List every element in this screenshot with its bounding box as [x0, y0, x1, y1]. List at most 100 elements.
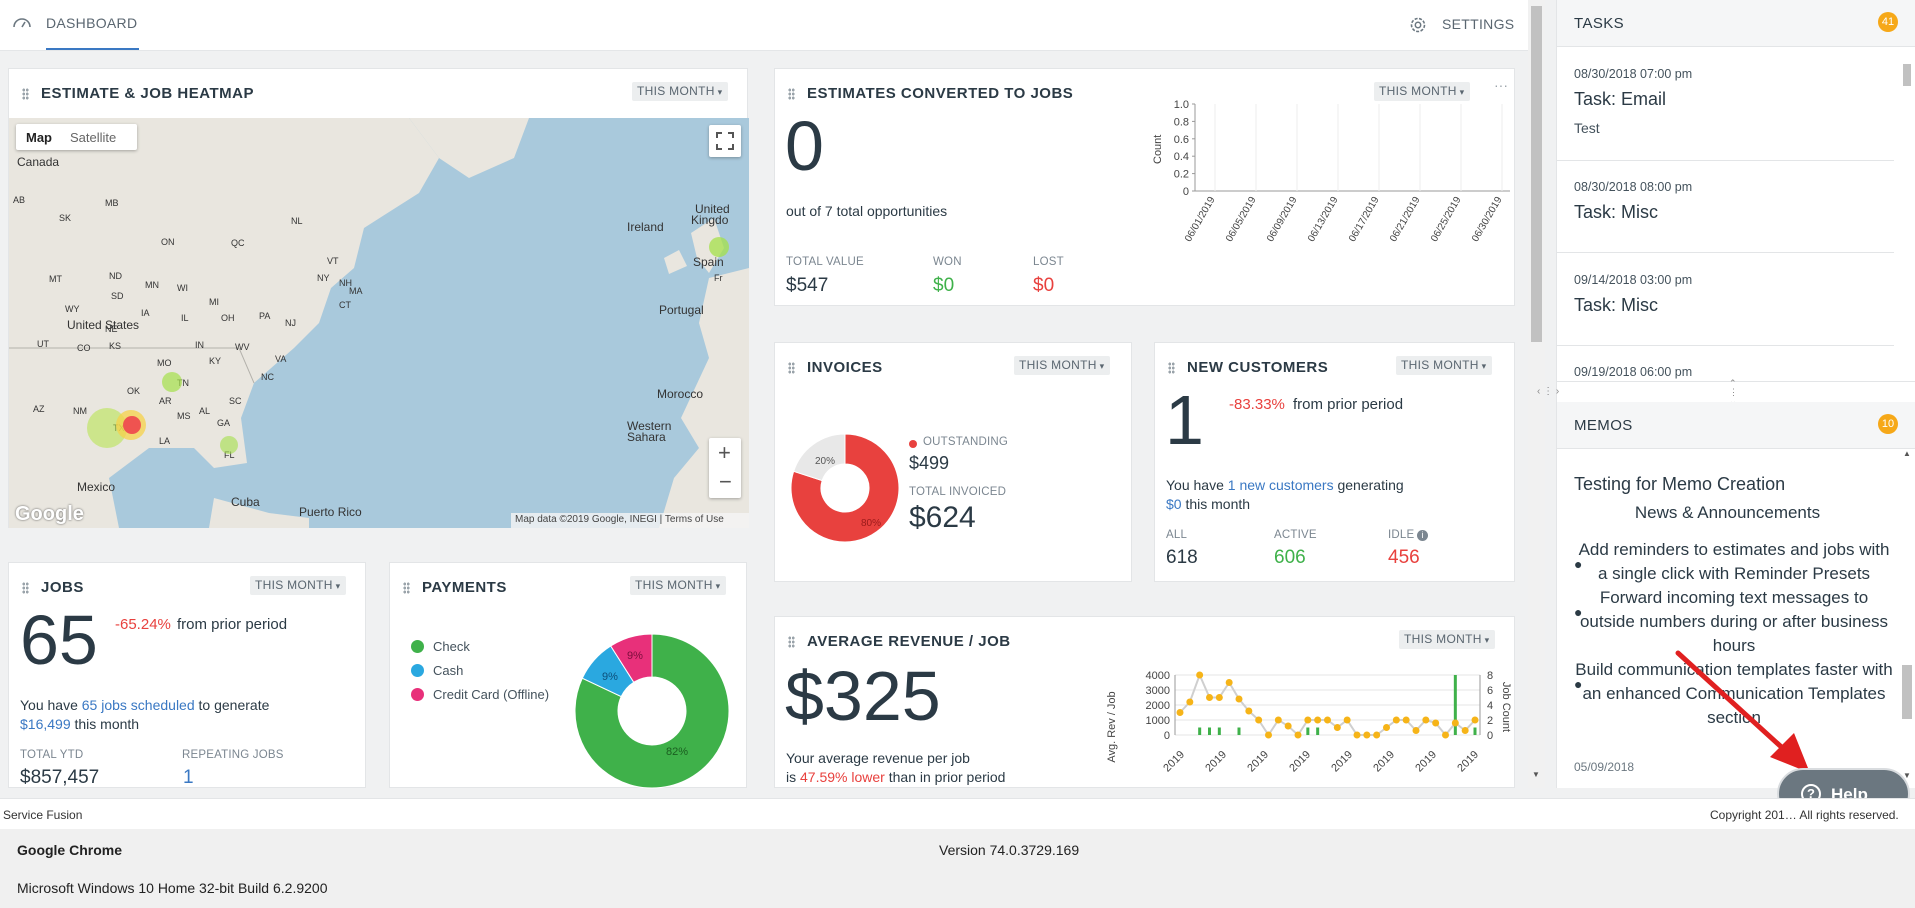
x-tick-label: 2019: [1287, 749, 1313, 775]
y-tick-label: 0.6: [1174, 134, 1189, 146]
revenue-point: [1333, 724, 1341, 731]
browser-version: Version 74.0.3729.169: [939, 842, 1080, 858]
settings-link[interactable]: SETTINGS: [1442, 16, 1515, 32]
new-customers-link[interactable]: 1 new customers: [1227, 477, 1334, 493]
period-dropdown[interactable]: THIS MONTH ▾: [1374, 82, 1470, 101]
zoom-out-icon[interactable]: −: [719, 469, 732, 494]
chevron-down-icon: ▾: [335, 581, 341, 591]
y2-tick-label: 0: [1487, 730, 1493, 742]
satellite-button[interactable]: Satellite: [70, 130, 117, 145]
settings-icon[interactable]: [1408, 15, 1428, 35]
total-value: $547: [786, 275, 829, 296]
period-dropdown[interactable]: THIS MONTH ▾: [250, 576, 346, 595]
revenue-point: [1274, 716, 1282, 724]
y-tick-label: 0.8: [1174, 116, 1189, 128]
revenue-point: [1461, 727, 1469, 734]
memo-bullets: ● Add reminders to estimates and jobs wit…: [1574, 538, 1894, 730]
map-label: NJ: [285, 318, 296, 328]
count-bar: [1217, 727, 1221, 735]
y-tick-label: 1000: [1146, 715, 1170, 727]
tasks-scrollbar[interactable]: [1898, 47, 1915, 381]
task-item[interactable]: 08/30/2018 07:00 pm Task: Email Test: [1557, 47, 1894, 161]
scrollbar-thumb[interactable]: [1902, 665, 1912, 719]
os-version: Microsoft Windows 10 Home 32-bit Build 6…: [17, 880, 328, 896]
drag-handle-icon[interactable]: [788, 636, 795, 648]
map-label: WV: [235, 342, 250, 352]
task-item[interactable]: 08/30/2018 08:00 pm Task: Misc: [1557, 161, 1894, 253]
panel-splitter[interactable]: ⌃ ⋮ ⌄: [1557, 379, 1915, 406]
map-button[interactable]: Map: [26, 130, 52, 145]
y-axis-label: Avg. Rev / Job: [1106, 691, 1118, 762]
map-label: WY: [65, 304, 80, 314]
task-item[interactable]: 09/19/2018 06:00 pm: [1574, 365, 1693, 379]
drag-handle-icon[interactable]: [403, 582, 410, 594]
scroll-up-icon[interactable]: ▲: [1903, 449, 1911, 458]
revenue-point: [1432, 719, 1440, 727]
task-item[interactable]: 09/14/2018 03:00 pm Task: Misc: [1557, 253, 1894, 346]
opportunities-text: out of 7 total opportunities: [786, 203, 948, 219]
footer-brand: Service Fusion: [3, 808, 83, 822]
map-label: MI: [209, 297, 219, 307]
map-label: PA: [259, 311, 270, 321]
y-tick-label: 1.0: [1174, 99, 1189, 111]
card-title: PAYMENTS: [422, 579, 507, 596]
chevron-down-icon: ▾: [717, 87, 723, 97]
y-tick-label: 4000: [1146, 670, 1170, 682]
scroll-down-icon[interactable]: ▼: [1532, 770, 1540, 779]
panel-collapse-icon[interactable]: ‹ ⋮ ›: [1537, 386, 1560, 397]
scroll-down-icon[interactable]: ▼: [1903, 771, 1911, 780]
map-label: KS: [109, 341, 121, 351]
chevron-down-icon: ▾: [1481, 361, 1487, 371]
x-tick-label: 06/25/2019: [1429, 195, 1464, 244]
browser-name: Google Chrome: [17, 842, 123, 858]
map-type-toggle: Map Satellite: [16, 124, 137, 150]
map-label: OK: [127, 386, 140, 396]
revenue-point: [1353, 731, 1361, 739]
jobs-summary: You have 65 jobs scheduled to generate $…: [20, 697, 270, 732]
tasks-title: TASKS: [1574, 15, 1625, 32]
outstanding-label: OUTSTANDING: [923, 436, 1009, 448]
period-dropdown[interactable]: THIS MONTH ▾: [1396, 356, 1492, 375]
fullscreen-icon[interactable]: [709, 125, 741, 157]
converted-count: 0: [785, 107, 824, 185]
main-scrollbar[interactable]: ▼: [1528, 0, 1545, 788]
revenue-point: [1215, 694, 1223, 701]
map-label: LA: [159, 436, 170, 446]
splitter-handle-icon[interactable]: ⌃ ⋮ ⌄: [1729, 378, 1738, 406]
drag-handle-icon[interactable]: [788, 362, 795, 374]
drag-handle-icon[interactable]: [22, 88, 29, 100]
pct-cash-label: 9%: [602, 671, 618, 683]
repeating-value[interactable]: 1: [183, 767, 194, 788]
drag-handle-icon[interactable]: [22, 582, 29, 594]
period-dropdown[interactable]: THIS MONTH ▾: [1014, 356, 1110, 375]
terms-link[interactable]: Terms of Use: [664, 514, 724, 525]
chevron-down-icon: ▾: [1459, 87, 1465, 97]
dashboard-icon[interactable]: [12, 16, 32, 28]
period-dropdown[interactable]: THIS MONTH ▾: [630, 576, 726, 595]
lost-label: LOST: [1033, 256, 1064, 268]
revenue-point: [1402, 716, 1410, 724]
tab-dashboard[interactable]: DASHBOARD: [46, 15, 138, 31]
count-bar: [1473, 727, 1477, 735]
map-label: CT: [339, 300, 351, 310]
map-label: MT: [49, 274, 62, 284]
zoom-in-icon[interactable]: +: [718, 440, 731, 465]
scrollbar-thumb[interactable]: [1903, 64, 1911, 86]
more-icon[interactable]: ···: [1494, 77, 1508, 93]
memos-scrollbar[interactable]: ▲ ▼: [1898, 449, 1915, 788]
map-label: Morocco: [657, 387, 703, 401]
heatmap-card: ESTIMATE & JOB HEATMAP THIS MONTH ▾ Canad…: [8, 68, 749, 528]
jobs-scheduled-link[interactable]: 65 jobs scheduled: [81, 697, 195, 713]
period-dropdown[interactable]: THIS MONTH ▾: [1399, 630, 1495, 649]
new-customers-card: NEW CUSTOMERS THIS MONTH ▾ 1 -83.33% from…: [1154, 342, 1515, 582]
pct-grey-label: 20%: [815, 456, 835, 467]
memo-bullet: ● Build communication templates faster wi…: [1574, 660, 1893, 727]
drag-handle-icon[interactable]: [1168, 362, 1175, 374]
map-view[interactable]: Canada AB SK MB ON QC NL Ireland United Kingdo Fr N…: [9, 118, 749, 528]
legend-cash: Cash: [411, 659, 549, 683]
y2-tick-label: 2: [1487, 715, 1493, 727]
scrollbar-thumb[interactable]: [1531, 6, 1542, 342]
period-dropdown[interactable]: THIS MONTH ▾: [632, 82, 728, 101]
drag-handle-icon[interactable]: [788, 88, 795, 100]
info-icon[interactable]: i: [1417, 530, 1428, 541]
